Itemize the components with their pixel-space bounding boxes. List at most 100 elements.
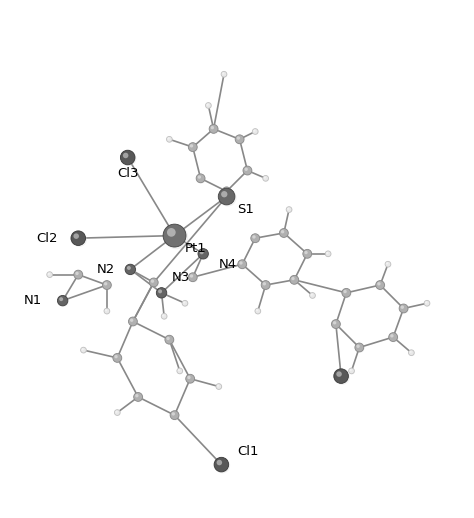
Circle shape [206, 103, 212, 109]
Circle shape [223, 188, 232, 197]
Circle shape [332, 320, 341, 329]
Circle shape [215, 458, 230, 473]
Text: N2: N2 [96, 263, 115, 276]
Circle shape [287, 208, 289, 210]
Circle shape [198, 249, 209, 259]
Circle shape [222, 73, 224, 75]
Circle shape [292, 277, 295, 280]
Circle shape [188, 142, 197, 152]
Text: N1: N1 [24, 294, 42, 307]
Circle shape [342, 289, 352, 298]
Circle shape [113, 354, 123, 363]
Circle shape [286, 207, 292, 212]
Circle shape [164, 225, 188, 249]
Circle shape [251, 234, 260, 242]
Circle shape [390, 334, 393, 338]
Circle shape [377, 282, 381, 285]
Circle shape [74, 270, 82, 279]
Circle shape [221, 71, 228, 78]
Circle shape [263, 282, 266, 285]
Circle shape [197, 175, 206, 184]
Circle shape [214, 457, 228, 472]
Circle shape [401, 306, 404, 309]
Circle shape [350, 369, 352, 371]
Circle shape [310, 294, 313, 296]
Circle shape [253, 130, 255, 132]
Circle shape [74, 270, 83, 280]
Circle shape [149, 278, 158, 287]
Circle shape [57, 295, 68, 306]
Circle shape [188, 273, 197, 282]
Circle shape [209, 124, 218, 133]
Text: Cl2: Cl2 [36, 232, 57, 244]
Circle shape [171, 411, 180, 421]
Circle shape [81, 347, 86, 353]
Circle shape [196, 174, 205, 183]
Circle shape [156, 287, 167, 298]
Circle shape [135, 394, 138, 397]
Circle shape [158, 290, 162, 293]
Circle shape [162, 314, 168, 320]
Circle shape [190, 144, 193, 148]
Circle shape [210, 125, 219, 134]
Circle shape [221, 191, 228, 197]
Circle shape [134, 393, 143, 401]
Circle shape [335, 369, 350, 385]
Circle shape [113, 353, 122, 362]
Circle shape [356, 344, 360, 348]
Circle shape [219, 189, 237, 207]
Circle shape [182, 300, 188, 306]
Circle shape [253, 129, 259, 135]
Circle shape [409, 350, 414, 355]
Circle shape [239, 261, 243, 265]
Circle shape [104, 309, 110, 314]
Circle shape [151, 280, 154, 283]
Circle shape [376, 281, 384, 290]
Circle shape [243, 166, 252, 175]
Text: N4: N4 [219, 257, 237, 271]
Circle shape [217, 385, 219, 387]
Circle shape [82, 348, 84, 350]
Circle shape [134, 393, 144, 402]
Circle shape [187, 376, 191, 379]
Circle shape [261, 281, 270, 290]
Circle shape [333, 321, 337, 324]
Circle shape [399, 304, 408, 313]
Circle shape [210, 126, 214, 130]
Circle shape [252, 128, 258, 134]
Circle shape [130, 319, 133, 322]
Circle shape [165, 336, 174, 345]
Circle shape [59, 297, 63, 301]
Circle shape [221, 71, 227, 77]
Circle shape [47, 272, 53, 278]
Circle shape [103, 281, 112, 290]
Circle shape [123, 153, 128, 158]
Circle shape [120, 150, 135, 165]
Circle shape [182, 300, 188, 307]
Circle shape [326, 252, 328, 254]
Circle shape [304, 251, 308, 254]
Circle shape [178, 369, 180, 371]
Circle shape [238, 260, 247, 269]
Circle shape [409, 350, 415, 356]
Circle shape [410, 351, 411, 353]
Circle shape [200, 250, 204, 254]
Circle shape [424, 300, 430, 307]
Circle shape [331, 320, 340, 328]
Circle shape [165, 335, 174, 344]
Circle shape [349, 368, 355, 374]
Circle shape [125, 264, 136, 275]
Circle shape [279, 228, 288, 237]
Circle shape [262, 281, 271, 290]
Circle shape [161, 313, 167, 319]
Circle shape [376, 281, 385, 290]
Circle shape [150, 279, 159, 287]
Circle shape [237, 136, 240, 140]
Circle shape [198, 176, 201, 179]
Circle shape [303, 250, 312, 259]
Circle shape [162, 314, 164, 316]
Circle shape [216, 384, 222, 390]
Text: N3: N3 [172, 271, 190, 284]
Circle shape [290, 276, 300, 285]
Circle shape [177, 368, 182, 374]
